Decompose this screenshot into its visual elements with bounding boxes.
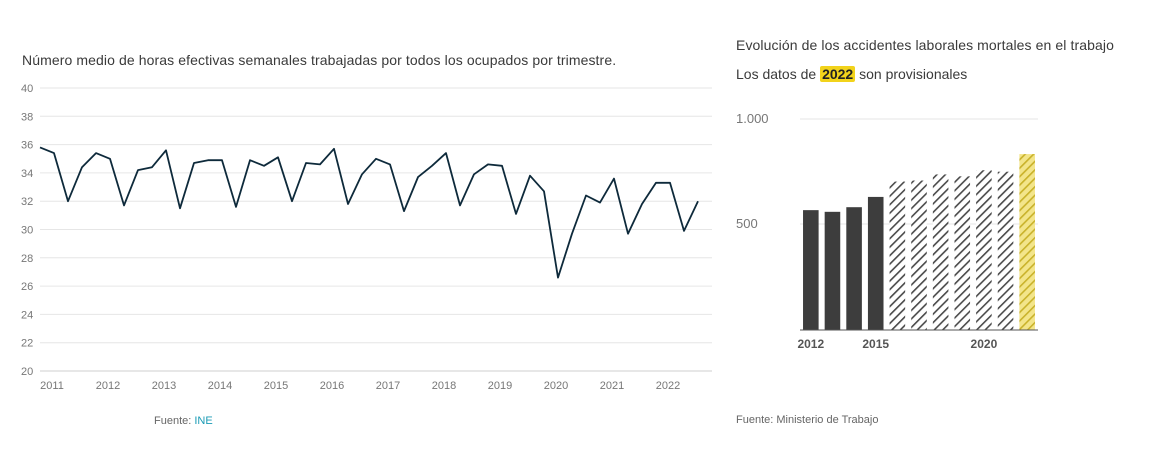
subtitle-prefix: Los datos de <box>736 66 817 82</box>
y-tick-label: 26 <box>21 281 33 293</box>
chart-source: Fuente: INE <box>154 415 213 427</box>
bar-2013 <box>824 211 841 330</box>
x-tick-label: 2012 <box>96 380 120 392</box>
x-tick-label: 2012 <box>797 337 824 351</box>
chart-subtitle: Los datos de 2022 son provisionales <box>736 66 967 82</box>
bar-2015 <box>867 196 884 330</box>
fatal-accidents-chart: Evolución de los accidentes laborales mo… <box>720 0 1176 456</box>
bar-2022 <box>1019 154 1035 330</box>
series-line <box>39 146 699 279</box>
x-tick-label: 2021 <box>600 380 624 392</box>
subtitle-highlight-year: 2022 <box>820 66 856 82</box>
y-tick-label: 36 <box>21 140 33 152</box>
bar-2018 <box>932 174 949 330</box>
x-tick-label: 2017 <box>376 380 400 392</box>
bar-2012 <box>803 210 819 330</box>
x-tick-label: 2011 <box>40 380 64 392</box>
y-tick-label: 20 <box>21 366 33 378</box>
hours-worked-chart: Número medio de horas efectivas semanale… <box>21 52 712 427</box>
x-tick-label: 2016 <box>320 380 344 392</box>
y-tick-label: 28 <box>21 253 33 265</box>
y-tick-label: 38 <box>21 111 33 123</box>
chart-title: Evolución de los accidentes laborales mo… <box>736 37 1114 53</box>
bar-chart-svg: 500 1.000 2012 2015 2020 <box>736 111 1038 351</box>
x-tick-label: 2015 <box>862 337 889 351</box>
source-label: Fuente: <box>154 415 192 427</box>
x-tick-label: 2019 <box>488 380 512 392</box>
x-tick-label: 2020 <box>544 380 568 392</box>
subtitle-suffix: son provisionales <box>859 66 968 82</box>
y-tick-label: 32 <box>21 196 33 208</box>
x-tick-label: 2018 <box>432 380 456 392</box>
bar-2016 <box>889 181 906 330</box>
source-link-ine[interactable]: INE <box>194 415 213 427</box>
bar-2021 <box>997 171 1014 330</box>
y-tick-label: 30 <box>21 225 33 237</box>
y-tick-label: 1.000 <box>736 111 769 126</box>
bar-2014 <box>846 207 862 330</box>
bar-2020 <box>976 170 992 330</box>
chart-source: Fuente: Ministerio de Trabajo <box>736 414 879 426</box>
y-tick-label: 24 <box>21 309 33 321</box>
y-tick-label: 22 <box>21 338 33 350</box>
bar-2017 <box>911 180 927 330</box>
x-tick-label: 2013 <box>152 380 176 392</box>
y-tick-label: 500 <box>736 216 758 231</box>
y-tick-label: 34 <box>21 168 33 180</box>
chart-title: Número medio de horas efectivas semanale… <box>22 52 617 68</box>
bar-2019 <box>954 176 971 330</box>
x-tick-label: 2014 <box>208 380 232 392</box>
x-tick-label: 2020 <box>971 337 998 351</box>
x-tick-label: 2015 <box>264 380 288 392</box>
y-tick-label: 40 <box>21 83 33 95</box>
x-tick-label: 2022 <box>656 380 680 392</box>
